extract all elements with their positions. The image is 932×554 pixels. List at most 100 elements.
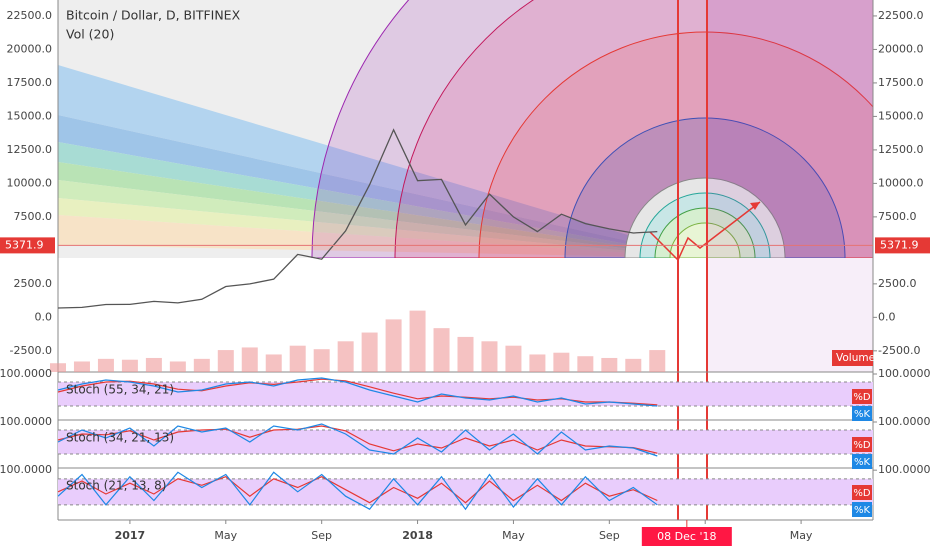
projection-arrow xyxy=(649,201,761,262)
fan-wedge xyxy=(58,198,705,258)
panel-title: Stoch (21, 13, 8) xyxy=(66,479,166,493)
chart-title: Bitcoin / Dollar, D, BITFINEX xyxy=(66,8,241,23)
volume-bar xyxy=(217,350,234,372)
price-label-box xyxy=(0,237,55,254)
volume-bar xyxy=(505,345,522,372)
legend-label: %K xyxy=(854,457,871,468)
time-zone xyxy=(707,0,873,258)
fan-wedge xyxy=(58,65,705,258)
volume-bar xyxy=(193,358,210,372)
legend-label: %D xyxy=(853,440,871,451)
last-price-label: 5371.9 xyxy=(880,238,919,251)
legend-box xyxy=(852,502,872,517)
volume-bar xyxy=(313,349,330,372)
legend-label: %K xyxy=(854,409,871,420)
volume-bar xyxy=(337,341,354,372)
volume-bar xyxy=(433,328,450,372)
x-tick-label: May xyxy=(790,529,813,542)
fan-wedge xyxy=(58,215,705,258)
fib-arc xyxy=(478,31,873,258)
volume-label: Volume xyxy=(836,352,875,364)
y-tick-label: 7500.0 xyxy=(14,210,53,223)
volume-bar xyxy=(169,361,186,372)
y-tick-label: -2500.0 xyxy=(10,344,52,357)
volume-bar xyxy=(265,354,282,372)
volume-bar xyxy=(481,341,498,372)
crosshair-label: 08 Dec '18 xyxy=(657,530,716,543)
y-tick-label: 17500.0 xyxy=(7,76,53,89)
y-tick-label: 17500.0 xyxy=(878,76,924,89)
y-tick-label: 22500.0 xyxy=(878,9,924,22)
legend-box xyxy=(852,389,872,404)
volume-bar xyxy=(73,361,90,372)
volume-bar xyxy=(649,350,666,372)
legend-box xyxy=(852,437,872,452)
x-tick-label: Sep xyxy=(311,529,332,542)
volume-bar xyxy=(97,358,114,372)
y-tick-label: 100.0000 xyxy=(0,415,52,428)
arrow-head xyxy=(750,202,760,210)
stoch-line xyxy=(57,377,658,407)
legend-label: %K xyxy=(854,505,871,516)
legend-box xyxy=(852,406,872,421)
y-tick-label: -2500.0 xyxy=(878,344,920,357)
y-tick-label: 100.0000 xyxy=(0,463,52,476)
legend-label: %D xyxy=(853,488,871,499)
panel-title: Stoch (34, 21, 13) xyxy=(66,431,174,445)
y-tick-label: 10000.0 xyxy=(878,176,924,189)
volume-label-box xyxy=(832,350,873,366)
volume-bar xyxy=(409,310,426,372)
stoch-line xyxy=(57,476,658,504)
y-tick-label: 0.0 xyxy=(35,310,53,323)
volume-bar xyxy=(457,336,474,372)
price-label-box xyxy=(875,237,930,254)
crosshair-label-box xyxy=(641,527,732,546)
y-tick-label: 12500.0 xyxy=(7,143,53,156)
volume-bar xyxy=(361,332,378,372)
x-tick-label: May xyxy=(502,529,525,542)
x-tick-label: 2018 xyxy=(402,529,433,542)
fan-wedge xyxy=(58,142,705,258)
y-tick-label: 20000.0 xyxy=(7,42,53,55)
fan-wedge xyxy=(58,115,705,258)
y-tick-label: 0.0 xyxy=(878,310,896,323)
volume-bar xyxy=(625,358,642,372)
y-tick-label: 15000.0 xyxy=(878,109,924,122)
volume-bar xyxy=(50,363,66,372)
volume-bar xyxy=(385,319,402,372)
volume-bar xyxy=(601,357,618,372)
panel-title: Stoch (55, 34, 21) xyxy=(66,383,174,397)
volume-bar xyxy=(529,354,546,372)
stoch-line xyxy=(57,471,658,511)
y-tick-label: 22500.0 xyxy=(7,9,53,22)
y-tick-label: 2500.0 xyxy=(14,277,53,290)
stoch-line xyxy=(57,425,658,454)
volume-bar xyxy=(145,357,162,372)
y-tick-label: 20000.0 xyxy=(878,42,924,55)
last-price-label: 5371.9 xyxy=(5,238,44,251)
x-tick-label: 2017 xyxy=(115,529,146,542)
y-tick-label: 2500.0 xyxy=(878,277,917,290)
volume-bar xyxy=(289,345,306,372)
volume-bar xyxy=(241,347,258,372)
y-tick-label: 12500.0 xyxy=(878,143,924,156)
volume-bar xyxy=(577,356,594,372)
price-line xyxy=(57,128,658,309)
legend-label: %D xyxy=(853,392,871,403)
chart-subtitle: Vol (20) xyxy=(66,27,114,42)
y-tick-label: 7500.0 xyxy=(878,210,917,223)
volume-bar xyxy=(553,352,570,372)
legend-box xyxy=(852,454,872,469)
y-tick-label: 10000.0 xyxy=(7,176,53,189)
y-tick-label: 15000.0 xyxy=(7,109,53,122)
stoch-band xyxy=(58,430,873,454)
stoch-band xyxy=(58,382,873,406)
volume-bar xyxy=(121,359,138,372)
fib-drawings xyxy=(58,0,873,258)
y-tick-label: 100.0000 xyxy=(0,367,52,380)
legend-box xyxy=(852,485,872,500)
stoch-line xyxy=(57,423,658,457)
fib-arc xyxy=(394,0,873,258)
fan-wedge xyxy=(58,162,705,258)
